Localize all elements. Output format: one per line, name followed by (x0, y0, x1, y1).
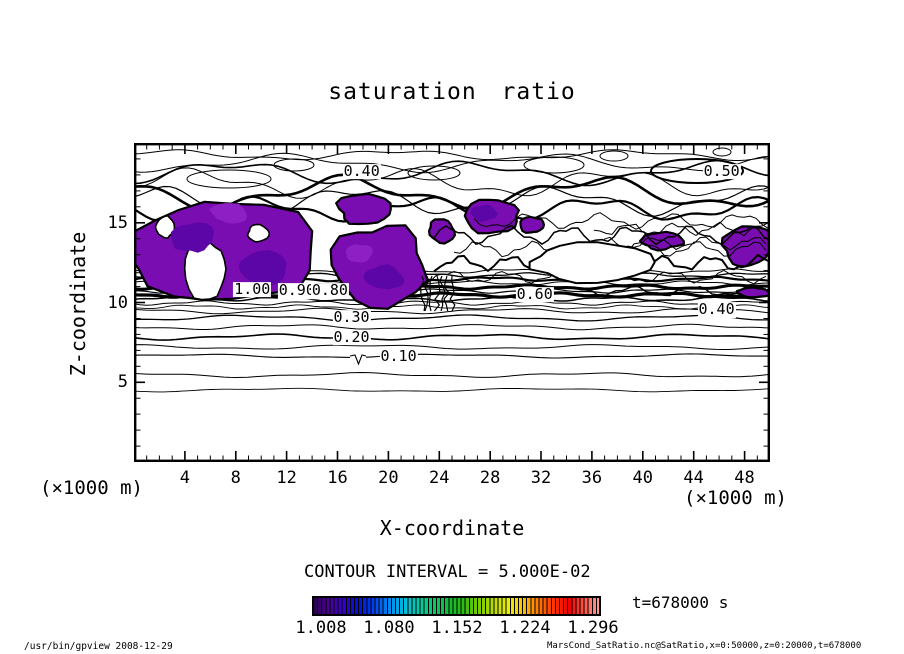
x-tick-label: 28 (479, 468, 501, 488)
contour-value-label: 0.40 (342, 161, 381, 180)
x-tick-label: 44 (683, 468, 704, 488)
y-axis-unit: (×1000 m) (40, 477, 143, 499)
contour-value-label: 0.90 (277, 281, 316, 300)
colorbar-tick-label: 1.008 (295, 618, 347, 638)
contour-value-label: 0.40 (697, 300, 736, 319)
x-tick-label: 16 (327, 468, 348, 488)
contour-interval-text: CONTOUR INTERVAL = 5.000E-02 (304, 562, 591, 582)
time-annotation: t=678000 s (632, 593, 729, 612)
x-tick-label: 4 (179, 468, 190, 488)
contour-value-label: 0.60 (515, 284, 554, 303)
x-axis-label: X-coordinate (379, 516, 525, 540)
contour-value-label: 0.30 (332, 308, 371, 327)
colorbar-tick-label: 1.296 (567, 618, 619, 638)
colorbar-tick-label: 1.224 (499, 618, 551, 638)
colorbar-gradient (312, 596, 601, 616)
x-axis-unit: (×1000 m) (684, 487, 787, 509)
plot-title: saturation ratio (328, 79, 576, 105)
x-tick-label: 12 (276, 468, 297, 488)
x-tick-label: 24 (429, 468, 450, 488)
contour-value-label: 1.00 (233, 279, 272, 298)
y-tick-label: 10 (107, 292, 128, 313)
x-tick-label: 32 (530, 468, 552, 488)
y-tick-label: 5 (117, 372, 128, 393)
footer-dataset-text: MarsCond_SatRatio.nc@SatRatio,x=0:50000,… (547, 641, 862, 651)
x-tick-label: 20 (378, 468, 399, 488)
colorbar-tick-label: 1.152 (431, 618, 483, 638)
footer-command-text: /usr/bin/gpview 2008-12-29 (24, 641, 173, 652)
x-tick-label: 36 (581, 468, 603, 488)
contour-value-label: 0.10 (379, 346, 418, 365)
contour-value-label: 0.20 (332, 327, 371, 346)
plot-area: 0.40 0.50 1.00 0.90 0.80 0.60 0.40 0.30 0.20 0.10 (134, 143, 770, 462)
x-tick-label: 8 (230, 468, 241, 488)
contour-value-label: 0.50 (702, 161, 741, 180)
contour-field (134, 143, 770, 462)
contour-value-label: 0.80 (310, 281, 349, 300)
x-tick-label: 40 (632, 468, 654, 488)
y-tick-label: 15 (107, 212, 128, 233)
x-tick-label: 48 (734, 468, 755, 488)
colorbar-tick-label: 1.080 (363, 618, 415, 638)
